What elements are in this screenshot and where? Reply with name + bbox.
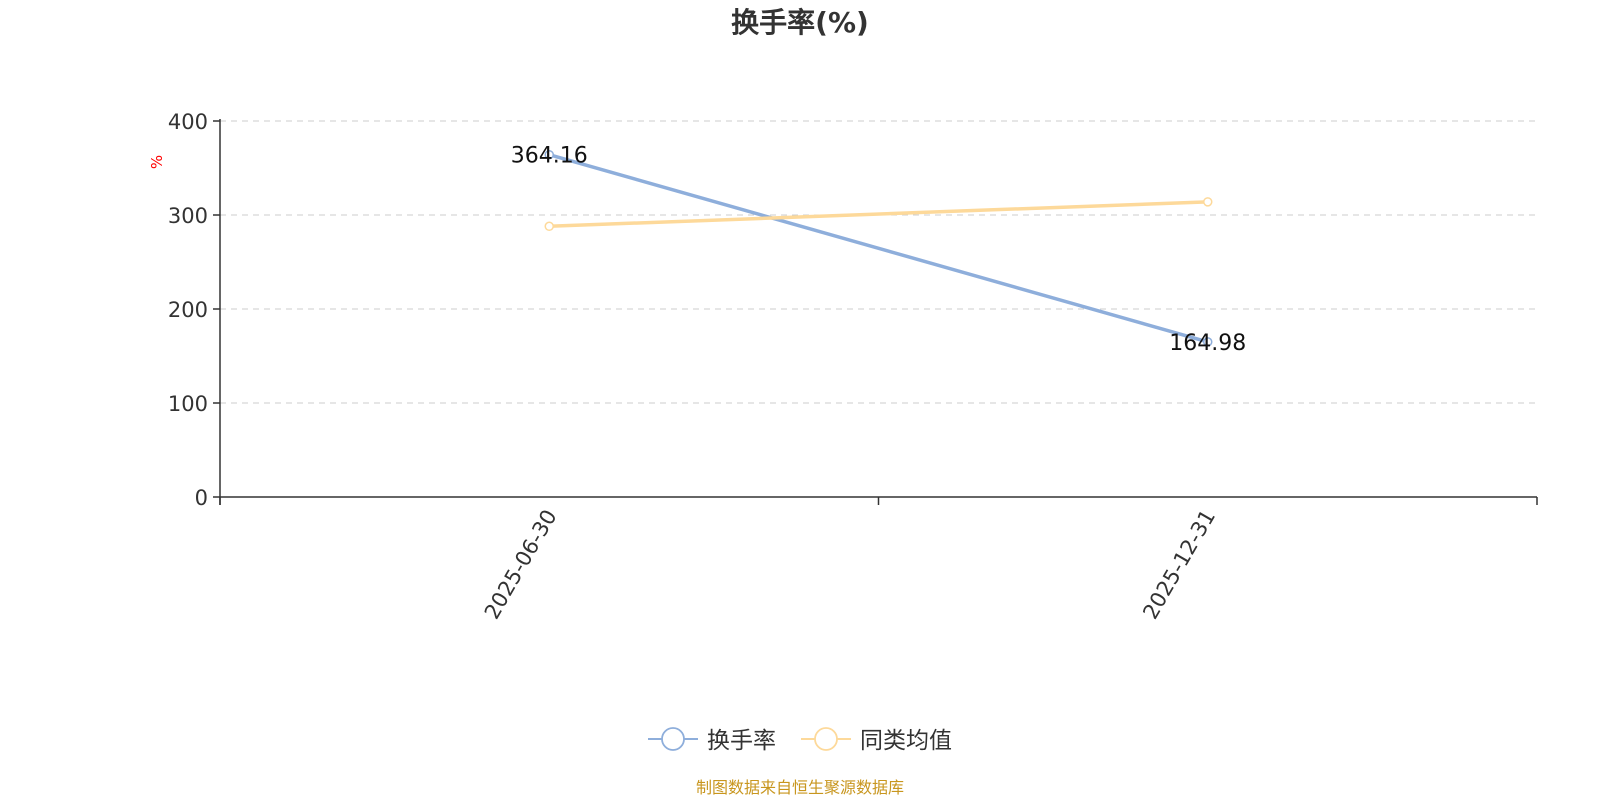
chart-title: 换手率(%) [731, 6, 869, 39]
data-label: 164.98 [1169, 331, 1246, 356]
data-point [1203, 197, 1213, 207]
data-point [544, 149, 554, 160]
x-tick-label: 2025-12-31 [1138, 506, 1220, 624]
axes: 0 100 200 300 400 2025-06-30 2025-12-31 [168, 110, 1538, 624]
y-tick-label: 400 [168, 110, 208, 134]
legend[interactable]: 换手率 同类均值 [648, 727, 952, 754]
data-point [1203, 337, 1213, 347]
x-tick-label: 2025-06-30 [480, 506, 562, 624]
grid-lines [220, 120, 1537, 404]
data-label: 364.16 [511, 144, 588, 169]
data-point [544, 221, 554, 232]
series-line-换手率 [548, 153, 1209, 344]
legend-circle-icon [661, 727, 685, 751]
series-lines [544, 149, 1213, 347]
data-source-note: 制图数据来自恒生聚源数据库 [696, 778, 904, 797]
legend-circle-icon [814, 727, 838, 751]
y-tick-label: 300 [168, 204, 208, 228]
y-tick-label: 0 [195, 486, 208, 510]
data-labels: 364.16 164.98 [511, 144, 1246, 356]
legend-item-换手率[interactable]: 换手率 [648, 727, 776, 754]
y-tick-label: 100 [168, 392, 208, 416]
legend-item-同类均值[interactable]: 同类均值 [801, 727, 952, 754]
series-line-同类均值 [549, 200, 1208, 229]
legend-label: 同类均值 [860, 728, 952, 754]
y-axis-unit-label: % [148, 155, 166, 169]
y-tick-label: 200 [168, 298, 208, 322]
legend-label: 换手率 [707, 728, 776, 754]
